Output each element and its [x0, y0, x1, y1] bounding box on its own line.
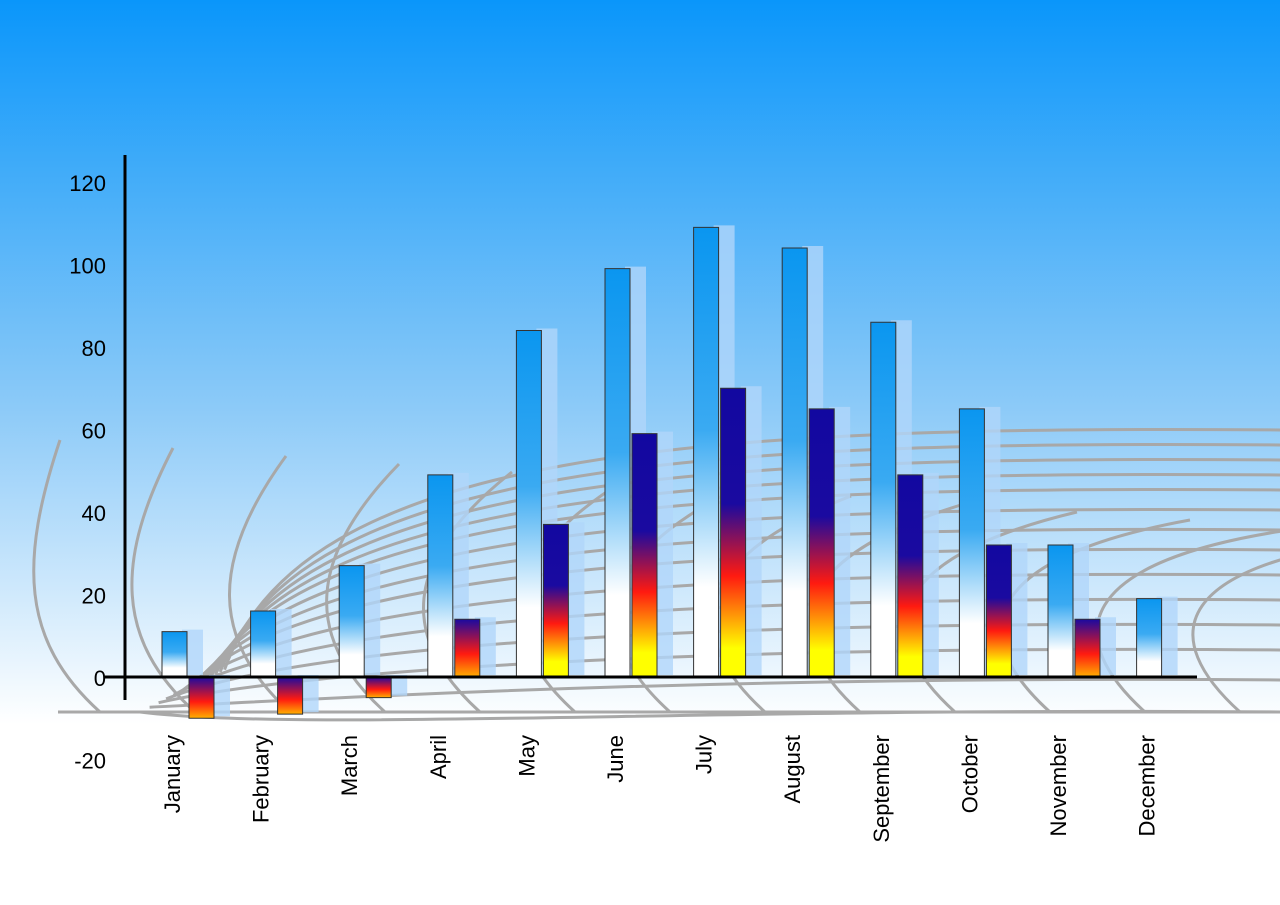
bar-may-series-2: [542, 523, 569, 678]
floor-grid-line: [130, 447, 197, 714]
floor-grid-line: [218, 442, 1280, 673]
floor-grid-line: [1191, 558, 1280, 714]
floor-grid-line: [1095, 529, 1280, 714]
bar-june-series-2: [631, 433, 658, 678]
x-tick-label: January: [160, 735, 185, 813]
floor-grid-line: [32, 439, 102, 714]
bar-september-series-1: [870, 321, 897, 678]
y-tick-label: 100: [69, 254, 106, 279]
bar-october-series-1: [958, 408, 985, 678]
bar-august-series-2: [808, 408, 835, 678]
bar-march-series-2: [365, 676, 392, 699]
bar-december-series-1: [1136, 598, 1163, 678]
x-tick-label: April: [426, 735, 451, 779]
bar-february-series-1: [250, 610, 277, 678]
x-tick-label: June: [603, 735, 628, 783]
bar-august-series-1: [781, 247, 808, 678]
y-tick-label: -20: [74, 749, 106, 774]
floor-grid-line: [325, 462, 401, 714]
bar-october-series-2: [985, 544, 1012, 678]
floor-grid-line: [223, 427, 1280, 671]
bar-april-series-2: [454, 618, 481, 678]
x-tick-label: February: [249, 735, 274, 823]
bar-january-series-2: [188, 676, 215, 719]
x-tick-label: November: [1046, 735, 1071, 836]
bar-march-series-1: [338, 565, 365, 678]
bar-june-series-1: [604, 268, 631, 678]
y-tick-label: 0: [94, 666, 106, 691]
y-tick-label: 20: [82, 584, 106, 609]
floor-grid-line: [214, 457, 1280, 675]
y-tick-label: 60: [82, 419, 106, 444]
y-tick-label: 80: [82, 336, 106, 361]
floor-grid-line: [228, 455, 292, 714]
bar-january-series-1: [161, 631, 188, 678]
bar-september-series-2: [897, 474, 924, 678]
bar-february-series-2: [277, 676, 304, 715]
bar-july-series-1: [693, 226, 720, 678]
x-tick-label: August: [780, 735, 805, 804]
bar-april-series-1: [427, 474, 454, 678]
x-tick-label: October: [957, 735, 982, 813]
floor-grid-line: [209, 472, 1280, 678]
bar-november-series-2: [1074, 618, 1101, 678]
y-tick-label: 120: [69, 171, 106, 196]
bar-november-series-1: [1047, 544, 1074, 678]
floor-grid-line: [422, 470, 513, 714]
bar-may-series-1: [515, 330, 542, 678]
x-tick-label: July: [692, 735, 717, 774]
bar-july-series-2: [720, 387, 747, 678]
x-tick-label: September: [869, 735, 894, 843]
x-tick-label: March: [337, 735, 362, 796]
x-tick-label: May: [514, 735, 539, 777]
y-tick-label: 40: [82, 501, 106, 526]
x-tick-label: December: [1135, 735, 1160, 836]
